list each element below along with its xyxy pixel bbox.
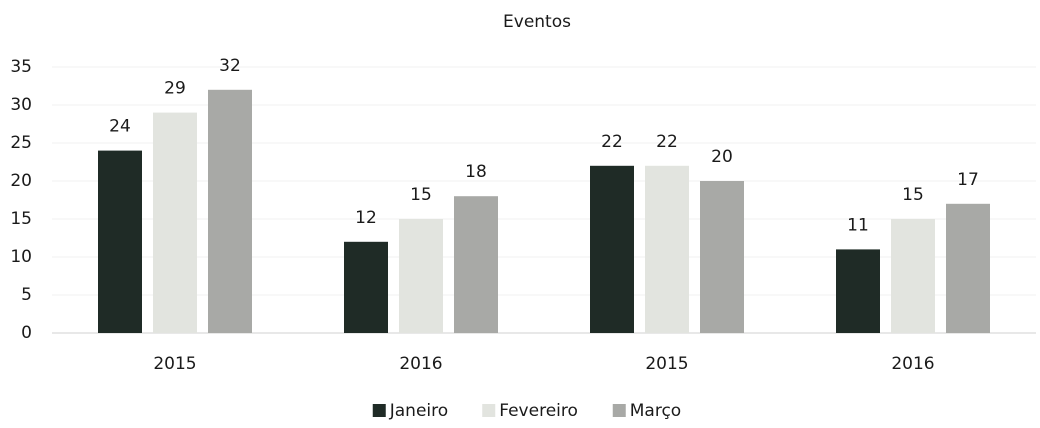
data-label: 29 <box>164 79 186 99</box>
legend-label: Janeiro <box>389 401 448 421</box>
bar <box>399 219 443 333</box>
bar <box>98 150 142 333</box>
y-tick-label: 30 <box>10 95 32 115</box>
x-tick-label: 2016 <box>891 354 934 374</box>
legend-swatch <box>372 404 386 417</box>
data-label: 17 <box>957 170 979 190</box>
x-tick-label: 2016 <box>399 354 442 374</box>
bar <box>153 112 197 333</box>
x-tick-label: 2015 <box>153 354 196 374</box>
y-tick-label: 15 <box>10 209 32 229</box>
data-label: 11 <box>847 215 869 235</box>
bar <box>836 249 880 333</box>
data-label: 15 <box>902 185 924 205</box>
bar <box>700 181 744 333</box>
data-label: 22 <box>601 132 623 152</box>
y-tick-label: 20 <box>10 171 32 191</box>
bar <box>645 165 689 333</box>
legend-swatch <box>482 404 496 417</box>
y-tick-label: 0 <box>21 323 32 343</box>
y-tick-label: 35 <box>10 57 32 77</box>
y-tick-label: 5 <box>21 285 32 305</box>
data-label: 18 <box>465 162 487 182</box>
data-label: 20 <box>711 147 733 167</box>
bar <box>891 219 935 333</box>
chart-title: Eventos <box>503 12 571 32</box>
bar <box>208 89 252 333</box>
bar <box>344 241 388 333</box>
data-label: 12 <box>355 208 377 228</box>
data-label: 32 <box>219 56 241 76</box>
legend-label: Março <box>630 401 681 421</box>
bar <box>454 196 498 333</box>
y-tick-label: 10 <box>10 247 32 267</box>
bar <box>590 165 634 333</box>
bar <box>946 203 990 333</box>
legend-swatch <box>612 404 626 417</box>
y-tick-label: 25 <box>10 133 32 153</box>
legend-label: Fevereiro <box>499 401 578 421</box>
data-label: 22 <box>656 132 678 152</box>
data-label: 24 <box>109 117 131 137</box>
data-label: 15 <box>410 185 432 205</box>
x-tick-label: 2015 <box>645 354 688 374</box>
